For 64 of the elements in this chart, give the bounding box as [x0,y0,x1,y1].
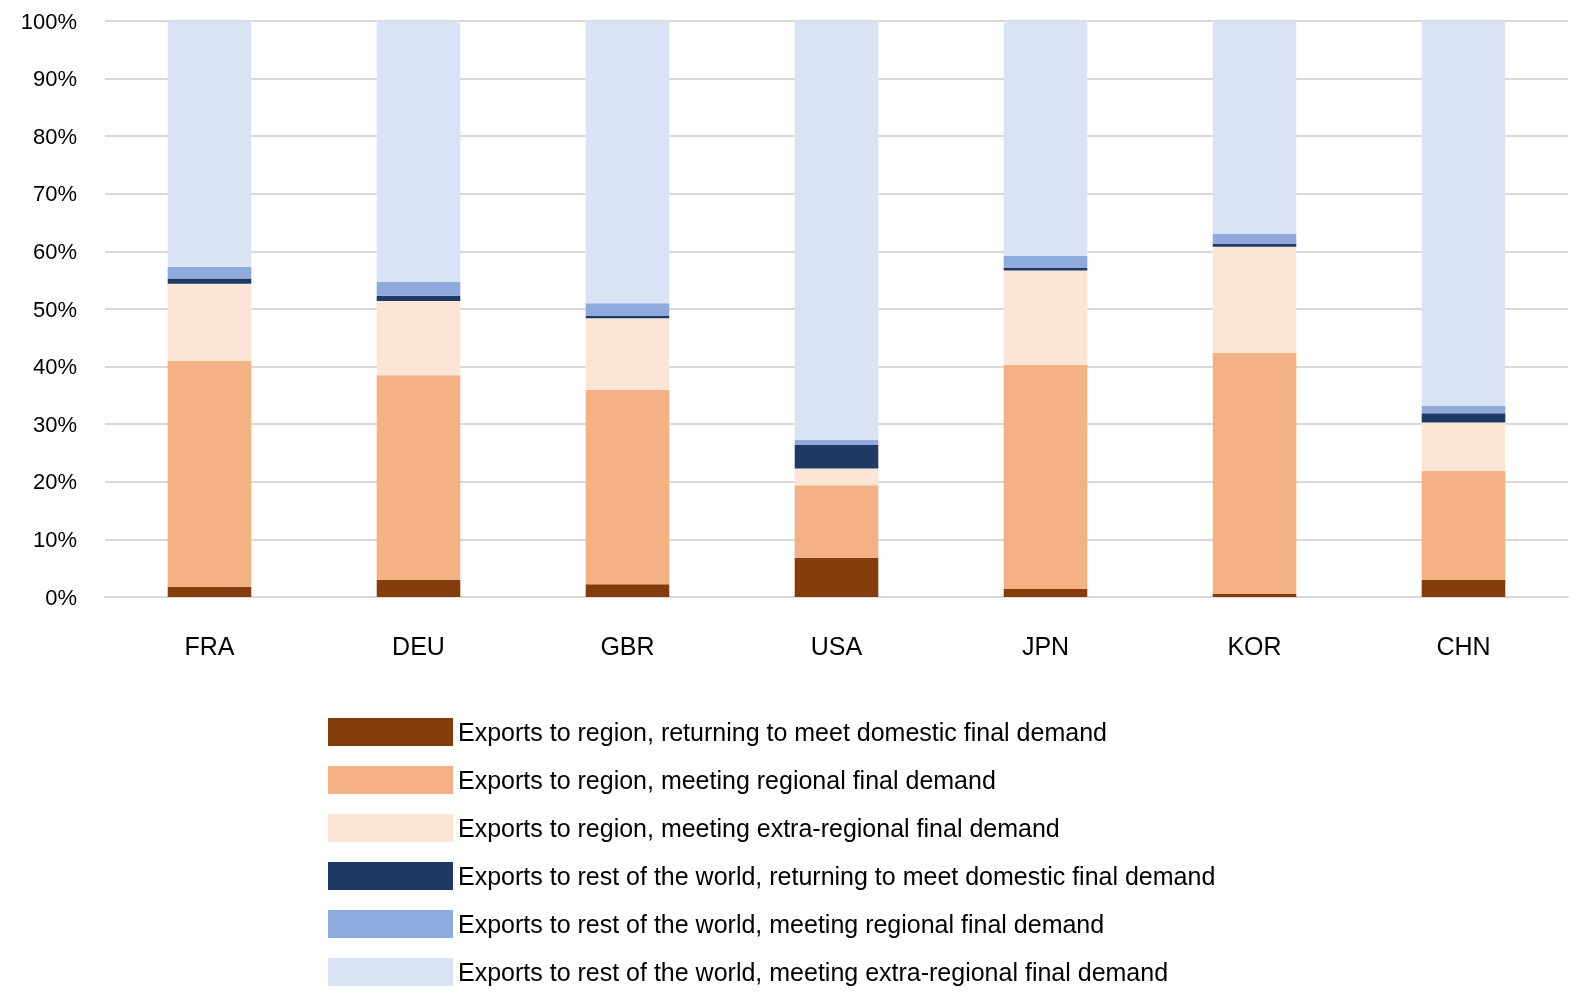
bar [794,21,879,440]
bar [1421,405,1506,414]
y-tick-label: 50% [32,296,77,322]
x-tick-label: GBR [600,631,655,660]
y-tick-label: 70% [32,181,77,207]
y-tick-label: 80% [32,123,77,149]
bar [1212,352,1297,595]
bar [1212,246,1297,353]
bar [1003,588,1088,597]
bar [1421,413,1506,423]
bar [167,360,252,587]
bar [1421,579,1506,597]
bar [1003,256,1088,269]
legend-label: Exports to region, meeting extra-regional final demand [458,814,1060,842]
x-tick-label: USA [810,631,863,660]
legend-label: Exports to region, meeting regional final demand [458,766,996,794]
y-tick-label: 0% [45,584,77,610]
y-tick-label: 100% [20,8,77,34]
bar [167,266,252,279]
bar [376,281,461,296]
legend-label: Exports to region, returning to meet domestic final demand [458,718,1107,746]
y-tick-label: 30% [32,411,77,437]
bar [376,300,461,376]
bar [1421,21,1506,406]
bar [1421,422,1506,471]
bar [1421,470,1506,580]
bar [585,584,670,597]
y-tick-label: 60% [32,238,77,264]
y-tick-label: 20% [32,469,77,495]
legend-label: Exports to rest of the world, returning to meet domestic final demand [458,862,1216,890]
bar [585,21,670,304]
bar [376,295,461,301]
x-tick-label: CHN [1436,631,1491,660]
bar [1212,594,1297,597]
bar [1212,243,1297,247]
bar [1212,234,1297,244]
legend-label: Exports to rest of the world, meeting extra-regional final demand [458,958,1169,986]
bar [376,375,461,580]
bar [167,283,252,361]
bar [1212,21,1297,235]
bar [794,485,879,558]
bar [167,278,252,284]
bar [585,389,670,585]
bar [585,318,670,390]
bar [376,21,461,282]
bar [794,444,879,469]
bar [167,586,252,597]
bar [1003,364,1088,589]
bar [167,21,252,267]
x-tick-label: DEU [392,631,445,660]
x-tick-label: JPN [1021,631,1070,660]
x-tick-label: FRA [184,631,235,660]
y-tick-label: 90% [32,66,77,92]
y-tick-label: 40% [32,354,77,380]
legend-label: Exports to rest of the world, meeting regional final demand [458,910,1105,938]
bar [376,579,461,597]
bar [585,303,670,316]
x-tick-label: KOR [1227,631,1282,660]
bar [794,557,879,597]
bar [794,439,879,445]
y-tick-label: 10% [32,526,77,552]
bar [1003,21,1088,257]
bar [794,468,879,486]
bar [1003,270,1088,365]
